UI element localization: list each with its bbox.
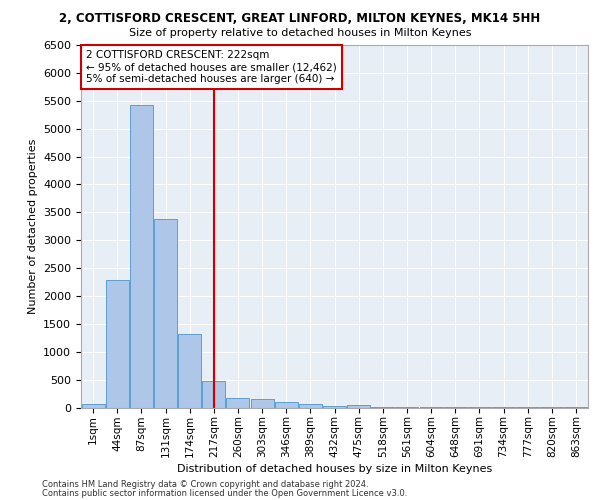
Text: Contains HM Land Registry data © Crown copyright and database right 2024.: Contains HM Land Registry data © Crown c… <box>42 480 368 489</box>
Bar <box>82 404 104 407</box>
Bar <box>299 404 322 407</box>
Bar <box>202 380 225 407</box>
Text: Contains public sector information licensed under the Open Government Licence v3: Contains public sector information licen… <box>42 488 407 498</box>
Bar <box>323 406 346 407</box>
Text: 2, COTTISFORD CRESCENT, GREAT LINFORD, MILTON KEYNES, MK14 5HH: 2, COTTISFORD CRESCENT, GREAT LINFORD, M… <box>59 12 541 26</box>
Bar <box>130 105 153 408</box>
Text: 2 COTTISFORD CRESCENT: 222sqm
← 95% of detached houses are smaller (12,462)
5% o: 2 COTTISFORD CRESCENT: 222sqm ← 95% of d… <box>86 50 337 84</box>
Bar <box>371 407 394 408</box>
Bar <box>347 404 370 407</box>
X-axis label: Distribution of detached houses by size in Milton Keynes: Distribution of detached houses by size … <box>177 464 492 474</box>
Bar <box>275 402 298 407</box>
Bar <box>154 219 177 408</box>
Text: Size of property relative to detached houses in Milton Keynes: Size of property relative to detached ho… <box>129 28 471 38</box>
Bar <box>178 334 201 407</box>
Bar <box>226 398 250 407</box>
Bar <box>106 280 128 407</box>
Y-axis label: Number of detached properties: Number of detached properties <box>28 138 38 314</box>
Bar <box>251 399 274 407</box>
